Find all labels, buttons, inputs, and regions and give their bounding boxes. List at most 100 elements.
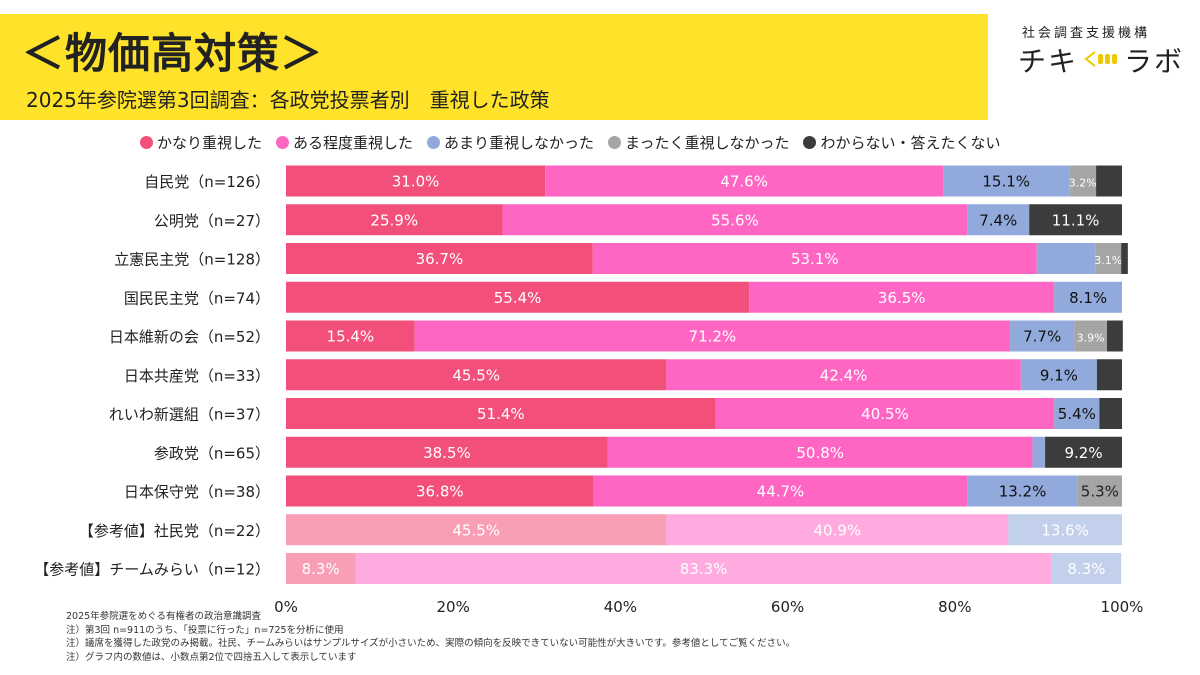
data-label: 15.1% <box>982 173 1030 191</box>
legend-swatch <box>276 136 290 149</box>
x-tick-label: 40% <box>604 598 637 616</box>
data-label: 8.3% <box>302 560 340 578</box>
bar-segment <box>286 475 594 507</box>
bar-segment <box>1029 204 1122 236</box>
data-label: 40.9% <box>814 521 862 539</box>
bar-segment <box>286 204 503 236</box>
bar-segment <box>545 165 944 197</box>
legend-item: あまり重視しなかった <box>427 132 594 153</box>
category-label: 【参考値】チームみらい（n=12） <box>34 561 270 579</box>
page-subtitle: 2025年参院選第3回調査：各政党投票者別 重視した政策 <box>26 88 550 112</box>
bar-segment <box>1008 514 1122 546</box>
bar-segment <box>607 436 1033 468</box>
data-label: 50.8% <box>796 444 844 462</box>
legend-label: かなり重視した <box>157 134 263 152</box>
bar-segment <box>1096 359 1122 391</box>
legend-item: かなり重視した <box>140 132 262 153</box>
bar-segment <box>1009 320 1075 352</box>
category-label: 自民党（n=126） <box>144 173 270 191</box>
x-tick-label: 20% <box>437 598 470 616</box>
data-label: 38.5% <box>423 444 471 462</box>
bar-segment <box>1045 436 1122 468</box>
category-label: 日本維新の会（n=52） <box>109 328 270 346</box>
legend-swatch <box>427 136 441 149</box>
bar-segment <box>286 553 356 584</box>
data-label: 55.4% <box>494 289 542 307</box>
data-label: 83.3% <box>680 560 728 578</box>
footnote: 注）議席を獲得した政党のみ掲載。社民、チームみらいはサンプルサイズが小さいため、… <box>66 638 796 649</box>
data-label: 8.1% <box>1069 289 1107 307</box>
bar-segment <box>1106 320 1123 352</box>
bar-segment <box>1121 243 1128 274</box>
legend-label: あまり重視しなかった <box>444 134 595 152</box>
legend-swatch <box>140 136 153 149</box>
data-label: 13.2% <box>999 483 1047 501</box>
bar-segment <box>1069 165 1097 197</box>
bar-segment <box>749 281 1055 313</box>
data-label: 31.0% <box>392 173 440 191</box>
bar-segment <box>286 165 546 197</box>
legend-item: まったく重視しなかった <box>608 132 789 153</box>
data-label: 3.9% <box>1077 332 1105 345</box>
legend-label: わからない・答えたくない <box>820 134 1001 152</box>
bar-segment <box>286 359 667 391</box>
chart-legend: かなり重視した ある程度重視した あまり重視しなかった まったく重視しなかった … <box>140 132 1000 153</box>
data-label: 42.4% <box>820 366 868 384</box>
bar-segment <box>286 398 716 429</box>
bar-segment <box>1032 436 1046 468</box>
data-label: 45.5% <box>452 521 500 539</box>
bar-segment <box>286 243 593 274</box>
data-label: 40.5% <box>861 405 909 423</box>
x-tick-label: 60% <box>771 598 804 616</box>
bar-segment <box>355 553 1052 584</box>
data-label: 15.4% <box>327 328 375 346</box>
footnote-source: 2025年参院選をめぐる有権者の政治意識調査 <box>66 611 261 622</box>
bar-segment <box>414 320 1010 352</box>
data-label: 11.1% <box>1052 211 1100 229</box>
category-label: 公明党（n=27） <box>154 212 270 230</box>
bar-segment <box>1020 359 1097 391</box>
bar-segment <box>715 398 1055 429</box>
category-label: 立憲民主党（n=128） <box>114 251 270 269</box>
category-label: 日本共産党（n=33） <box>124 367 270 385</box>
data-label: 47.6% <box>720 173 768 191</box>
category-label: 参政党（n=65） <box>154 444 270 462</box>
data-label: 3.1% <box>1094 254 1122 267</box>
data-label: 71.2% <box>689 328 737 346</box>
data-label: 3.2% <box>1069 177 1097 190</box>
legend-item: わからない・答えたくない <box>803 132 1000 153</box>
bar-segment <box>1036 243 1096 274</box>
bar-segment <box>666 359 1021 391</box>
category-label: 【参考値】社民党（n=22） <box>79 522 270 540</box>
data-label: 36.5% <box>878 289 926 307</box>
bar-segment <box>1077 475 1122 507</box>
brand-name-left: チキ <box>1018 45 1079 78</box>
data-label: 8.3% <box>1067 560 1105 578</box>
data-label: 36.7% <box>416 250 464 268</box>
footnote: 注）グラフ内の数値は、小数点第2位で四捨五入して表示しています <box>66 651 357 663</box>
data-label: 13.6% <box>1041 521 1089 539</box>
org-name: 社会調査支援機構 <box>1022 26 1151 41</box>
legend-item: ある程度重視した <box>276 132 413 153</box>
bar-segment <box>502 204 968 236</box>
bar-segment <box>967 204 1030 236</box>
bar-segment <box>1095 243 1122 274</box>
data-label: 5.3% <box>1081 483 1119 501</box>
x-tick-label: 100% <box>1101 598 1144 616</box>
data-label: 7.4% <box>979 211 1017 229</box>
bar-segment <box>1051 553 1122 584</box>
data-label: 53.1% <box>791 250 839 268</box>
brand-name-right: ラボ <box>1124 45 1185 78</box>
x-tick-label: 80% <box>938 598 971 616</box>
bar-segment <box>666 514 1009 546</box>
bar-segment <box>1054 281 1122 313</box>
data-label: 55.6% <box>711 211 759 229</box>
data-label: 44.7% <box>757 483 805 501</box>
category-label: れいわ新選組（n=37） <box>109 406 270 424</box>
bar-segment <box>943 165 1070 197</box>
data-label: 5.4% <box>1058 405 1096 423</box>
footnotes: 2025年参院選をめぐる有権者の政治意識調査 注）第3回 n=911のうち、「投… <box>66 610 795 664</box>
x-tick-label: 0% <box>274 598 298 616</box>
category-label: 日本保守党（n=38） <box>124 483 270 501</box>
